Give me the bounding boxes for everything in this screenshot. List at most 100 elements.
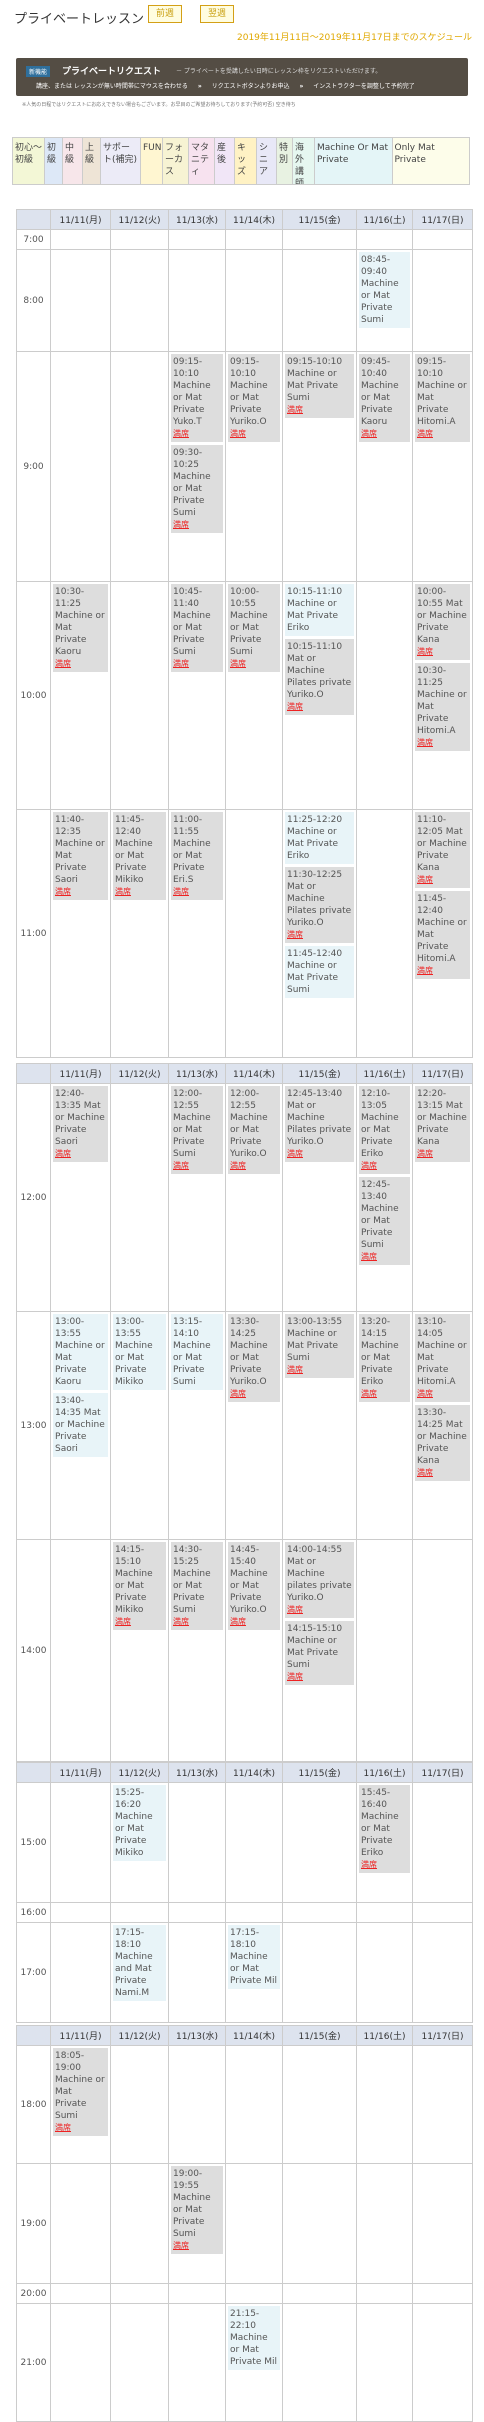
lesson-slot[interactable]: 13:00-13:55 Machine or Mat Private Mikik… xyxy=(113,1314,166,1390)
schedule-cell[interactable]: 10:00-10:55 Mat or Machine Private Kana 満… xyxy=(412,581,473,810)
schedule-cell[interactable] xyxy=(412,249,473,352)
lesson-slot[interactable]: 12:10-13:05 Machine or Mat Private Eriko… xyxy=(359,1086,410,1174)
lesson-slot[interactable]: 14:45-15:40 Machine or Mat Private Yurik… xyxy=(228,1542,280,1630)
lesson-slot[interactable]: 10:00-10:55 Mat or Machine Private Kana 満… xyxy=(415,584,470,660)
schedule-cell[interactable] xyxy=(282,229,357,250)
lesson-slot[interactable]: 14:30-15:25 Machine or Mat Private Sumi 満… xyxy=(171,1542,223,1630)
schedule-cell[interactable] xyxy=(50,2303,111,2422)
lesson-slot[interactable]: 13:15-14:10 Machine or Mat Private Sumi xyxy=(171,1314,223,1390)
lesson-slot[interactable]: 12:45-13:40 Mat or Machine Pilates priva… xyxy=(285,1086,354,1162)
schedule-cell[interactable] xyxy=(110,2163,169,2284)
schedule-cell[interactable] xyxy=(412,2163,473,2284)
schedule-cell[interactable] xyxy=(50,1922,111,2023)
schedule-cell[interactable]: 14:30-15:25 Machine or Mat Private Sumi 満… xyxy=(168,1539,226,1762)
schedule-cell[interactable] xyxy=(50,229,111,250)
lesson-slot[interactable]: 14:15-15:10 Machine or Mat Private Mikik… xyxy=(113,1542,166,1630)
schedule-cell[interactable]: 17:15-18:10 Machine or Mat Private Mil xyxy=(225,1922,283,2023)
schedule-cell[interactable]: 12:45-13:40 Mat or Machine Pilates priva… xyxy=(282,1083,357,1312)
schedule-cell[interactable]: 11:40-12:35 Machine or Mat Private Saori… xyxy=(50,809,111,1058)
schedule-cell[interactable] xyxy=(225,2163,283,2284)
schedule-cell[interactable] xyxy=(356,2045,413,2164)
schedule-cell[interactable] xyxy=(282,2303,357,2422)
schedule-cell[interactable] xyxy=(282,1782,357,1903)
schedule-cell[interactable] xyxy=(168,2045,226,2164)
schedule-cell[interactable] xyxy=(110,351,169,582)
schedule-cell[interactable]: 08:45-09:40 Machine or Mat Private Sumi xyxy=(356,249,413,352)
schedule-cell[interactable] xyxy=(110,1083,169,1312)
schedule-cell[interactable]: 14:15-15:10 Machine or Mat Private Mikik… xyxy=(110,1539,169,1762)
lesson-slot[interactable]: 11:45-12:40 Machine or Mat Private Hitom… xyxy=(415,891,470,979)
schedule-cell[interactable]: 11:45-12:40 Machine or Mat Private Mikik… xyxy=(110,809,169,1058)
lesson-slot[interactable]: 10:00-10:55 Machine or Mat Private Sumi 満… xyxy=(228,584,280,672)
schedule-cell[interactable]: 12:00-12:55 Machine or Mat Private Yurik… xyxy=(225,1083,283,1312)
lesson-slot[interactable]: 10:30-11:25 Machine or Mat Private Kaoru… xyxy=(53,584,108,672)
schedule-cell[interactable] xyxy=(282,2163,357,2284)
schedule-cell[interactable] xyxy=(50,1902,111,1923)
schedule-cell[interactable]: 18:05-19:00 Machine or Mat Private Sumi 満… xyxy=(50,2045,111,2164)
schedule-cell[interactable]: 15:25-16:20 Machine or Mat Private Mikik… xyxy=(110,1782,169,1903)
lesson-slot[interactable]: 09:15-10:10 Machine or Mat Private Yuko.… xyxy=(171,354,223,442)
schedule-cell[interactable] xyxy=(50,2163,111,2284)
schedule-cell[interactable] xyxy=(168,2283,226,2304)
schedule-cell[interactable] xyxy=(168,1902,226,1923)
lesson-slot[interactable]: 13:10-14:05 Machine or Mat Private Hitom… xyxy=(415,1314,470,1402)
schedule-cell[interactable] xyxy=(282,1922,357,2023)
schedule-cell[interactable] xyxy=(225,809,283,1058)
schedule-cell[interactable] xyxy=(282,2045,357,2164)
schedule-cell[interactable]: 11:00-11:55 Machine or Mat Private Eri.S… xyxy=(168,809,226,1058)
next-week-button[interactable]: 翌週 xyxy=(200,5,234,23)
schedule-cell[interactable] xyxy=(168,1922,226,2023)
schedule-cell[interactable]: 19:00-19:55 Machine or Mat Private Sumi 満… xyxy=(168,2163,226,2284)
schedule-cell[interactable] xyxy=(412,1902,473,1923)
schedule-cell[interactable] xyxy=(225,249,283,352)
schedule-cell[interactable] xyxy=(356,809,413,1058)
schedule-cell[interactable] xyxy=(168,249,226,352)
lesson-slot[interactable]: 13:00-13:55 Machine or Mat Private Sumi 満… xyxy=(285,1314,354,1378)
schedule-cell[interactable] xyxy=(225,229,283,250)
lesson-slot[interactable]: 11:25-12:20 Machine or Mat Private Eriko xyxy=(285,812,354,864)
lesson-slot[interactable]: 12:00-12:55 Machine or Mat Private Sumi 満… xyxy=(171,1086,223,1174)
schedule-cell[interactable]: 13:15-14:10 Machine or Mat Private Sumi xyxy=(168,1311,226,1540)
schedule-cell[interactable] xyxy=(282,2283,357,2304)
schedule-cell[interactable] xyxy=(412,2303,473,2422)
lesson-slot[interactable]: 15:25-16:20 Machine or Mat Private Mikik… xyxy=(113,1785,166,1861)
schedule-cell[interactable]: 13:00-13:55 Machine or Mat Private Kaoru… xyxy=(50,1311,111,1540)
schedule-cell[interactable] xyxy=(282,1902,357,1923)
lesson-slot[interactable]: 11:45-12:40 Machine or Mat Private Mikik… xyxy=(113,812,166,900)
schedule-cell[interactable]: 10:30-11:25 Machine or Mat Private Kaoru… xyxy=(50,581,111,810)
schedule-cell[interactable] xyxy=(110,229,169,250)
lesson-slot[interactable]: 14:00-14:55 Mat or Machine pilates priva… xyxy=(285,1542,354,1618)
lesson-slot[interactable]: 12:40-13:35 Mat or Machine Private Saori… xyxy=(53,1086,108,1162)
schedule-cell[interactable] xyxy=(110,2283,169,2304)
schedule-cell[interactable]: 09:15-10:10 Machine or Mat Private Yuko.… xyxy=(168,351,226,582)
schedule-cell[interactable]: 11:10-12:05 Mat or Machine Private Kana 満… xyxy=(412,809,473,1058)
schedule-cell[interactable]: 13:00-13:55 Machine or Mat Private Mikik… xyxy=(110,1311,169,1540)
schedule-cell[interactable]: 09:15-10:10 Machine or Mat Private Hitom… xyxy=(412,351,473,582)
schedule-cell[interactable] xyxy=(356,1539,413,1762)
lesson-slot[interactable]: 17:15-18:10 Machine and Mat Private Nami… xyxy=(113,1925,166,2001)
schedule-cell[interactable]: 14:00-14:55 Mat or Machine pilates priva… xyxy=(282,1539,357,1762)
schedule-cell[interactable]: 13:00-13:55 Machine or Mat Private Sumi 満… xyxy=(282,1311,357,1540)
schedule-cell[interactable]: 12:10-13:05 Machine or Mat Private Eriko… xyxy=(356,1083,413,1312)
schedule-cell[interactable] xyxy=(412,2045,473,2164)
lesson-slot[interactable]: 11:30-12:25 Mat or Machine Pilates priva… xyxy=(285,867,354,943)
schedule-cell[interactable] xyxy=(412,1782,473,1903)
schedule-cell[interactable] xyxy=(110,249,169,352)
schedule-cell[interactable] xyxy=(356,2283,413,2304)
lesson-slot[interactable]: 10:15-11:10 Machine or Mat Private Eriko xyxy=(285,584,354,636)
schedule-cell[interactable] xyxy=(168,1782,226,1903)
schedule-cell[interactable] xyxy=(50,249,111,352)
schedule-cell[interactable] xyxy=(412,229,473,250)
lesson-slot[interactable]: 09:30-10:25 Machine or Mat Private Sumi 満… xyxy=(171,445,223,533)
schedule-cell[interactable]: 12:00-12:55 Machine or Mat Private Sumi 満… xyxy=(168,1083,226,1312)
lesson-slot[interactable]: 15:45-16:40 Machine or Mat Private Eriko… xyxy=(359,1785,410,1873)
lesson-slot[interactable]: 12:20-13:15 Mat or Machine Private Kana 満… xyxy=(415,1086,470,1162)
schedule-cell[interactable]: 12:40-13:35 Mat or Machine Private Saori… xyxy=(50,1083,111,1312)
schedule-cell[interactable] xyxy=(168,2303,226,2422)
schedule-cell[interactable] xyxy=(225,2283,283,2304)
lesson-slot[interactable]: 12:00-12:55 Machine or Mat Private Yurik… xyxy=(228,1086,280,1174)
lesson-slot[interactable]: 10:45-11:40 Machine or Mat Private Sumi 満… xyxy=(171,584,223,672)
schedule-cell[interactable] xyxy=(356,229,413,250)
schedule-cell[interactable] xyxy=(356,581,413,810)
lesson-slot[interactable]: 13:00-13:55 Machine or Mat Private Kaoru xyxy=(53,1314,108,1390)
